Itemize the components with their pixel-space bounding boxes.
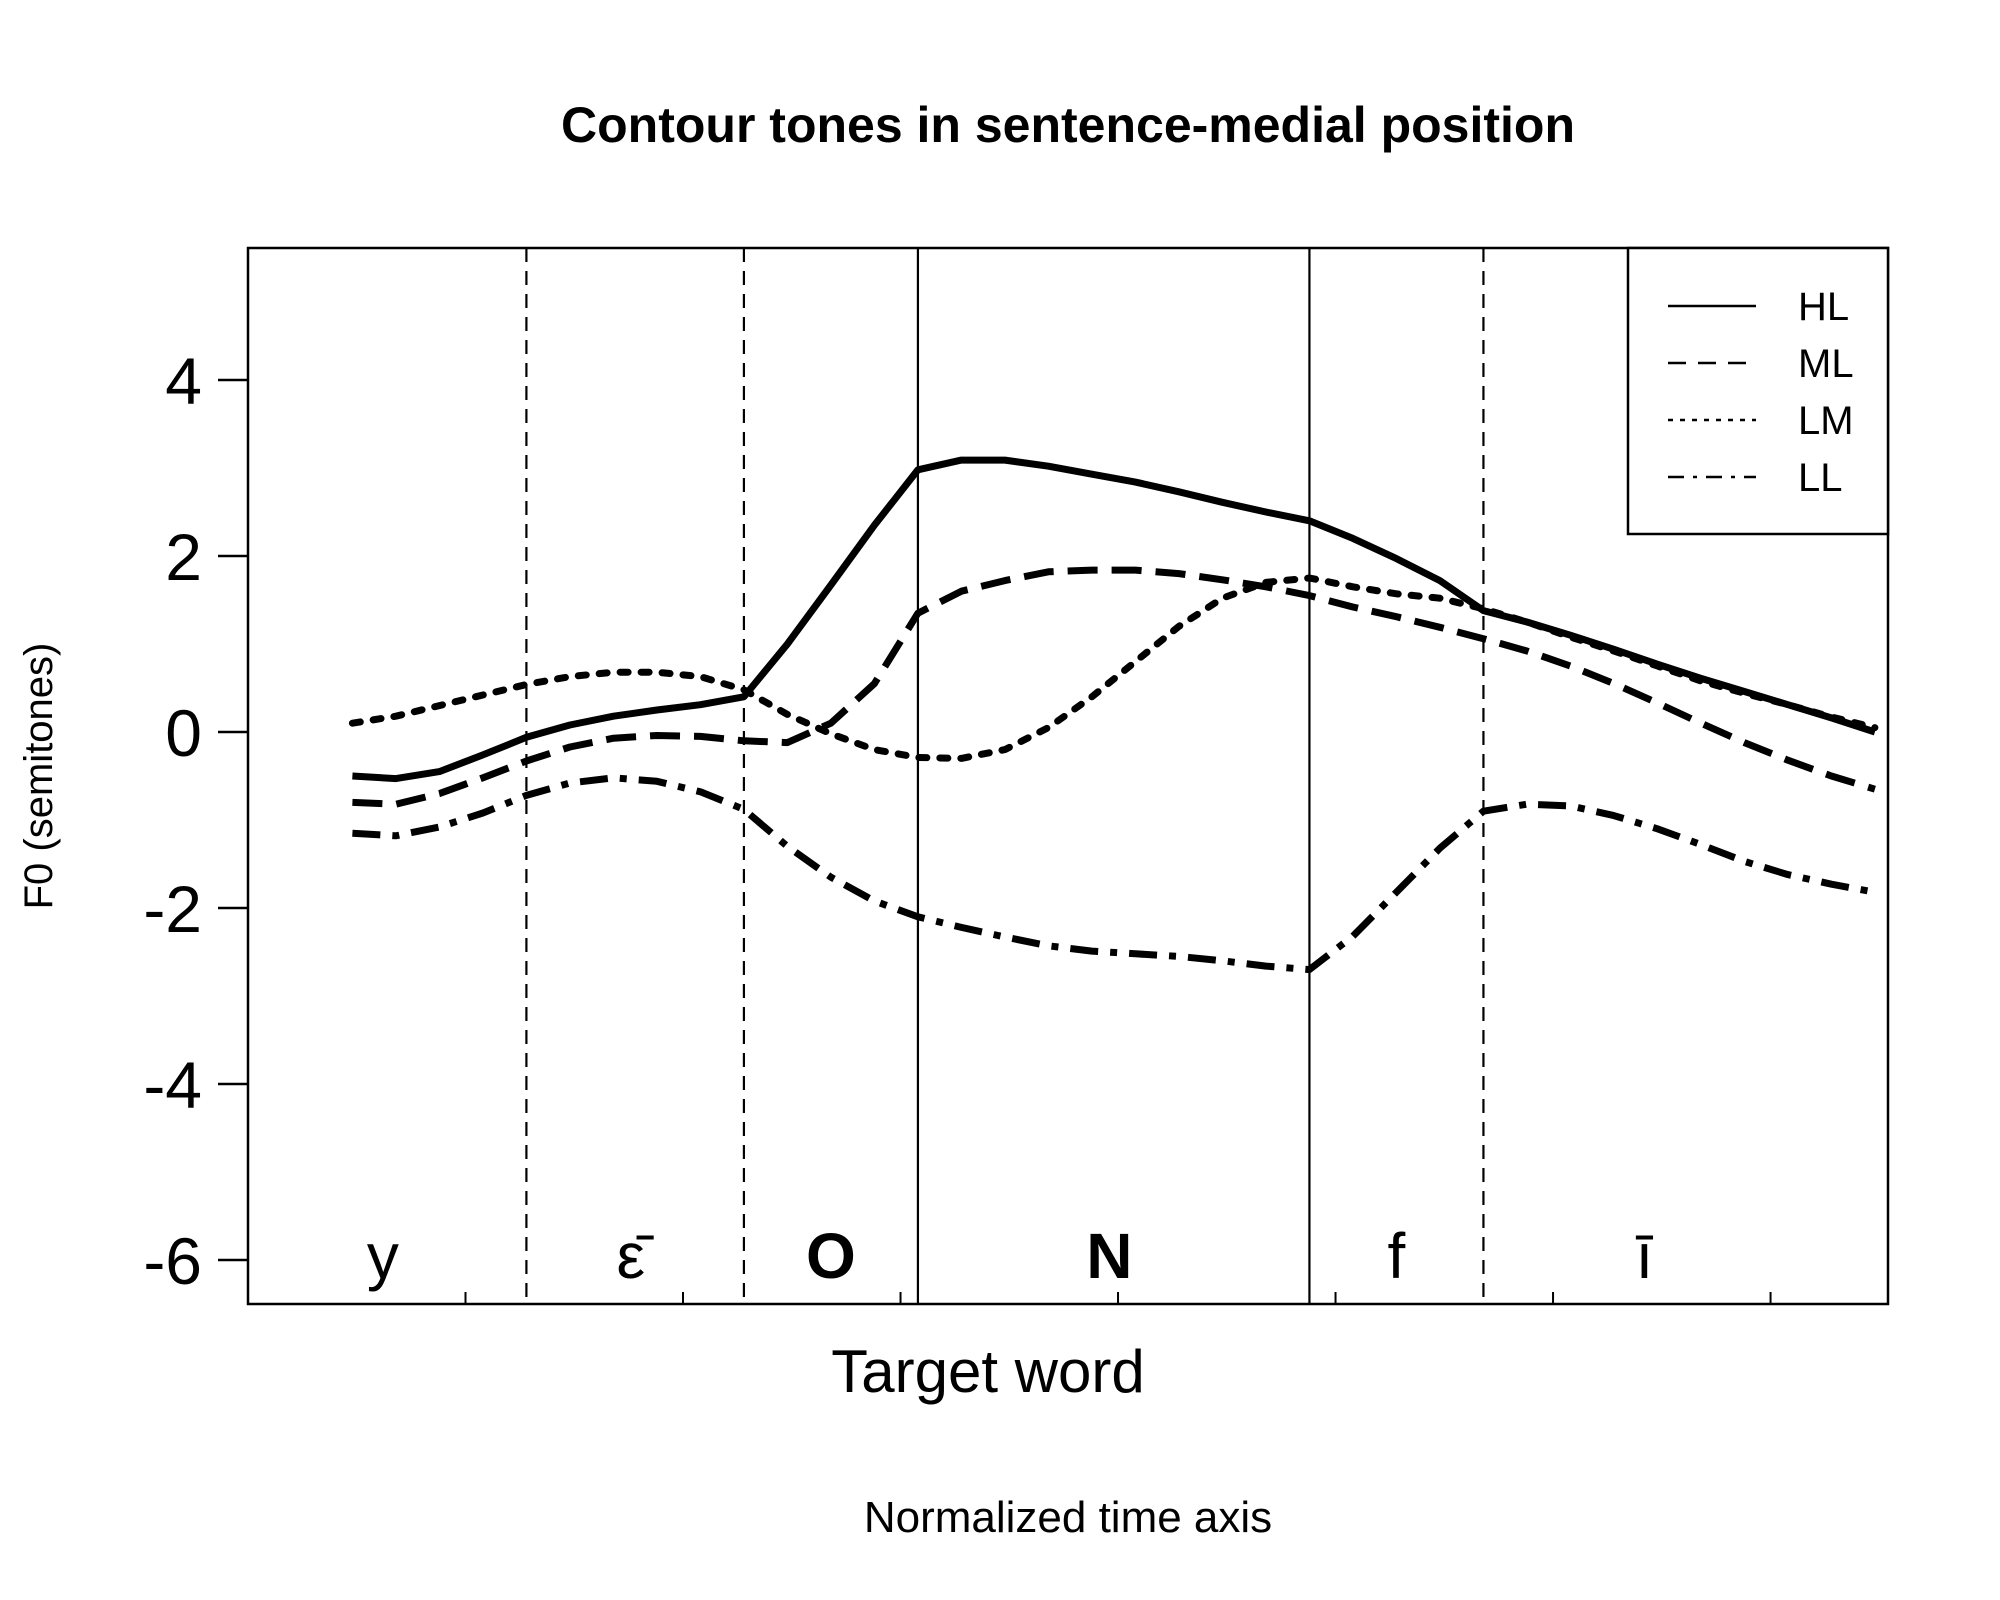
series-line-ml xyxy=(352,566,1876,808)
series-line-lm xyxy=(348,574,1879,762)
y-tick-label: -6 xyxy=(143,1224,202,1298)
series-line-ll xyxy=(352,774,1876,974)
chart-title: Contour tones in sentence-medial positio… xyxy=(561,97,1575,153)
plot-frame xyxy=(246,246,1890,1306)
x-axis-sublabel: Normalized time axis xyxy=(864,1493,1272,1542)
x-axis xyxy=(464,1292,1772,1304)
legend: HL ML LM LL xyxy=(1626,246,1890,536)
y-tick-label: 2 xyxy=(165,520,202,594)
segment-label-f: f xyxy=(1388,1220,1406,1292)
segment-label-i: ī xyxy=(1636,1220,1654,1292)
y-tick-label: 4 xyxy=(165,344,202,418)
segment-label-n: N xyxy=(1086,1220,1132,1292)
legend-label-hl: HL xyxy=(1798,285,1849,329)
legend-label-ml: ML xyxy=(1798,342,1854,386)
segment-label-y: y xyxy=(367,1220,399,1292)
y-tick-label: 0 xyxy=(165,696,202,770)
y-axis: 4 2 0 -2 -4 -6 xyxy=(143,344,248,1298)
segment-label-epsilon: ε̄ xyxy=(617,1220,655,1292)
legend-box xyxy=(1626,246,1890,536)
y-axis-label: F0 (semitones) xyxy=(17,643,61,910)
legend-label-ll: LL xyxy=(1798,456,1843,500)
legend-label-lm: LM xyxy=(1798,399,1854,443)
y-tick-label: -2 xyxy=(143,872,202,946)
x-axis-label: Target word xyxy=(831,1338,1144,1405)
y-tick-label: -4 xyxy=(143,1048,202,1122)
segment-label-o: O xyxy=(806,1220,856,1292)
